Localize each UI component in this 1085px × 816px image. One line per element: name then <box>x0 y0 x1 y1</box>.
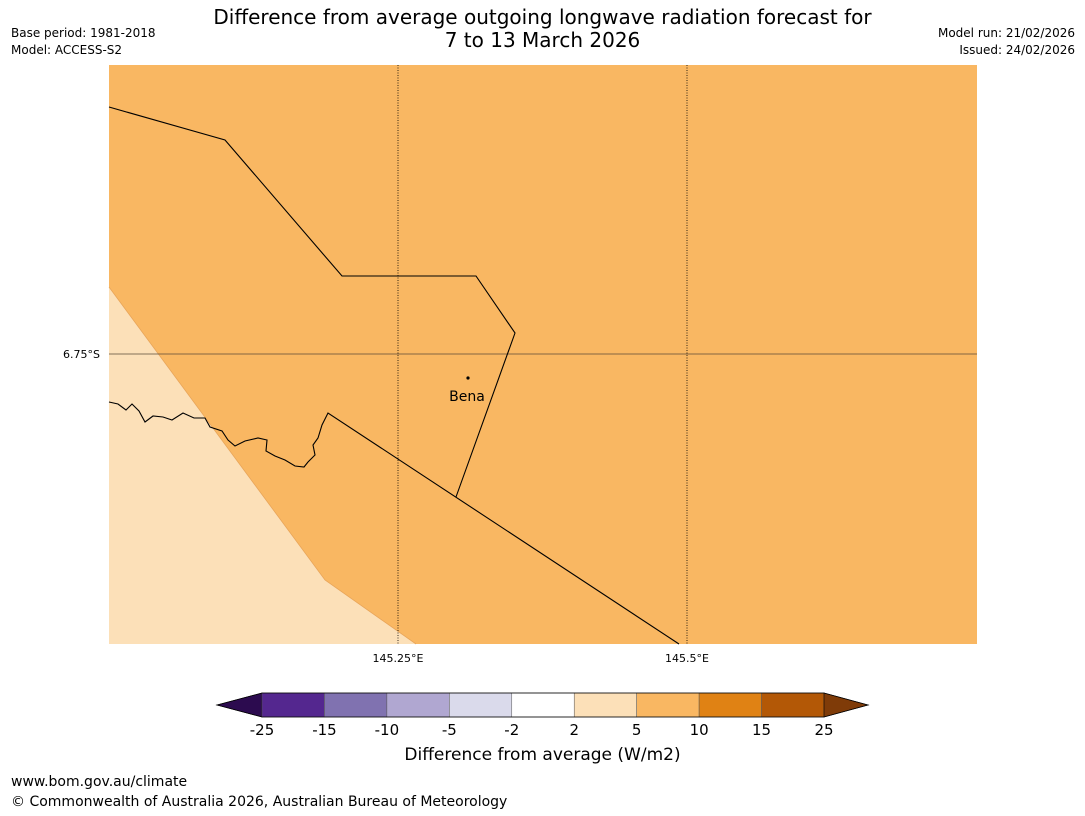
title-line-1: Difference from average outgoing longwav… <box>213 5 872 29</box>
colorbar-tick-label: 15 <box>752 721 771 739</box>
colorbar-extend-high <box>823 692 870 718</box>
colorbar-segment <box>636 692 700 718</box>
colorbar-tick-label: 5 <box>632 721 642 739</box>
colorbar-segment <box>761 692 825 718</box>
colorbar-title: Difference from average (W/m2) <box>404 745 681 765</box>
map-title: Difference from average outgoing longwav… <box>0 6 1085 52</box>
colorbar-segment <box>573 692 637 718</box>
place-label-bena: Bena <box>449 389 485 405</box>
colorbar-tick-label: -2 <box>504 721 519 739</box>
map-area-light <box>109 287 416 644</box>
colorbar-segments <box>215 692 870 718</box>
colorbar-segment <box>511 692 575 718</box>
colorbar: -25 -15 -10 -5 -2 2 5 10 15 25 <box>215 692 870 739</box>
latitude-label: 6.75°S <box>63 348 100 361</box>
place-marker-bena <box>466 376 470 380</box>
colorbar-extend-low <box>215 692 263 718</box>
contour-edge <box>108 286 417 645</box>
border-coastline <box>108 401 680 645</box>
map: Bena 6.75°S 145.25°E 145.5°E <box>63 65 977 665</box>
colorbar-tick-label: -5 <box>442 721 457 739</box>
colorbar-tick-label: -10 <box>375 721 400 739</box>
colorbar-tick-label: -25 <box>250 721 275 739</box>
model-name: Model: ACCESS-S2 <box>11 43 123 57</box>
colorbar-segment <box>698 692 762 718</box>
footer-url[interactable]: www.bom.gov.au/climate <box>11 774 188 790</box>
colorbar-tick-label: 2 <box>569 721 579 739</box>
colorbar-segment <box>261 692 325 718</box>
model-run: Model run: 21/02/2026 <box>937 26 1075 40</box>
title-line-2: 7 to 13 March 2026 <box>444 28 641 52</box>
colorbar-tick-label: 25 <box>814 721 833 739</box>
border-line-1 <box>108 106 516 498</box>
meta-left: Base period: 1981-2018 Model: ACCESS-S2 <box>11 25 156 59</box>
colorbar-tick-label: 10 <box>690 721 709 739</box>
footer-copyright: © Commonwealth of Australia 2026, Austra… <box>11 794 508 810</box>
longitude-label-2: 145.5°E <box>665 652 709 665</box>
colorbar-segment <box>386 692 450 718</box>
colorbar-outline <box>215 692 870 718</box>
colorbar-ticks: -25 -15 -10 -5 -2 2 5 10 15 25 <box>250 721 834 739</box>
colorbar-segment <box>324 692 388 718</box>
meta-right: Model run: 21/02/2026 Issued: 24/02/2026 <box>938 25 1075 59</box>
colorbar-tick-label: -15 <box>312 721 337 739</box>
colorbar-segment <box>449 692 513 718</box>
issued-date: Issued: 24/02/2026 <box>959 43 1075 57</box>
base-period: Base period: 1981-2018 <box>11 26 156 40</box>
longitude-label-1: 145.25°E <box>373 652 424 665</box>
